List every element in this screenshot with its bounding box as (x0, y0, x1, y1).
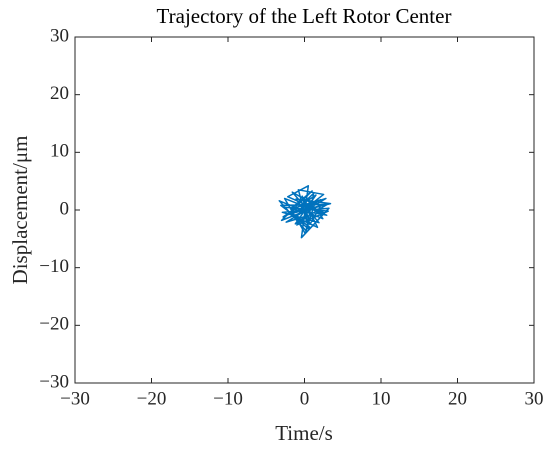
x-tick-label: −20 (137, 388, 167, 409)
y-tick-label: −20 (39, 314, 69, 335)
x-tick-label: 20 (448, 388, 467, 409)
chart-title: Trajectory of the Left Rotor Center (157, 4, 452, 28)
y-tick-label: 10 (50, 141, 69, 162)
y-tick-label: 20 (50, 83, 69, 104)
x-tick-label: −30 (60, 388, 90, 409)
trajectory-line (278, 185, 332, 239)
x-axis-label: Time/s (275, 421, 333, 445)
y-axis-label: Displacement/μm (8, 136, 32, 285)
x-tick-label: 0 (300, 388, 310, 409)
y-tick-label: 30 (50, 25, 69, 46)
y-tick-label: −10 (39, 256, 69, 277)
x-tick-label: 30 (525, 388, 544, 409)
y-tick-label: 0 (60, 198, 70, 219)
x-tick-label: 10 (372, 388, 391, 409)
x-tick-label: −10 (213, 388, 243, 409)
y-tick-label: −30 (39, 371, 69, 392)
